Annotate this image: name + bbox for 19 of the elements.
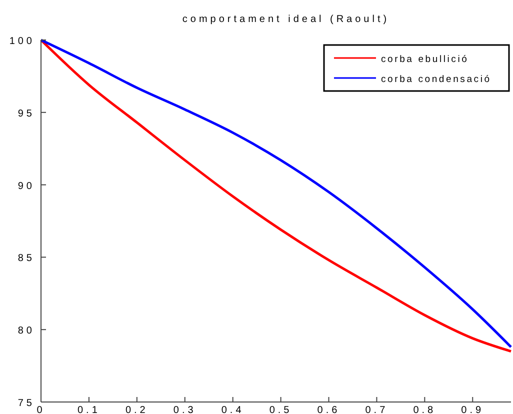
x-tick-label: 0.5: [269, 405, 292, 414]
legend-label: corba condensació: [381, 74, 492, 85]
x-tick-label: 0.8: [413, 405, 436, 414]
x-tick-label: 0.1: [78, 405, 100, 414]
x-tick-label: 0: [36, 405, 46, 414]
y-tick-label: 80: [18, 326, 35, 337]
x-tick-label: 0.6: [317, 405, 340, 414]
y-tick-label: 100: [9, 36, 35, 47]
y-tick-label: 90: [18, 180, 35, 192]
x-tick-label: 0.3: [173, 405, 196, 414]
x-tick-label: 0.2: [125, 405, 148, 414]
y-tick-label: 95: [18, 108, 35, 120]
legend-label: corba ebullició: [381, 54, 469, 65]
chart-title: comportament ideal (Raoult): [182, 14, 390, 25]
x-tick-label: 0.4: [221, 405, 244, 414]
x-tick-label: 0.9: [461, 405, 484, 414]
x-tick-label: 0.7: [365, 405, 388, 414]
y-tick-label: 85: [18, 253, 35, 264]
y-tick-label: 75: [18, 398, 35, 409]
